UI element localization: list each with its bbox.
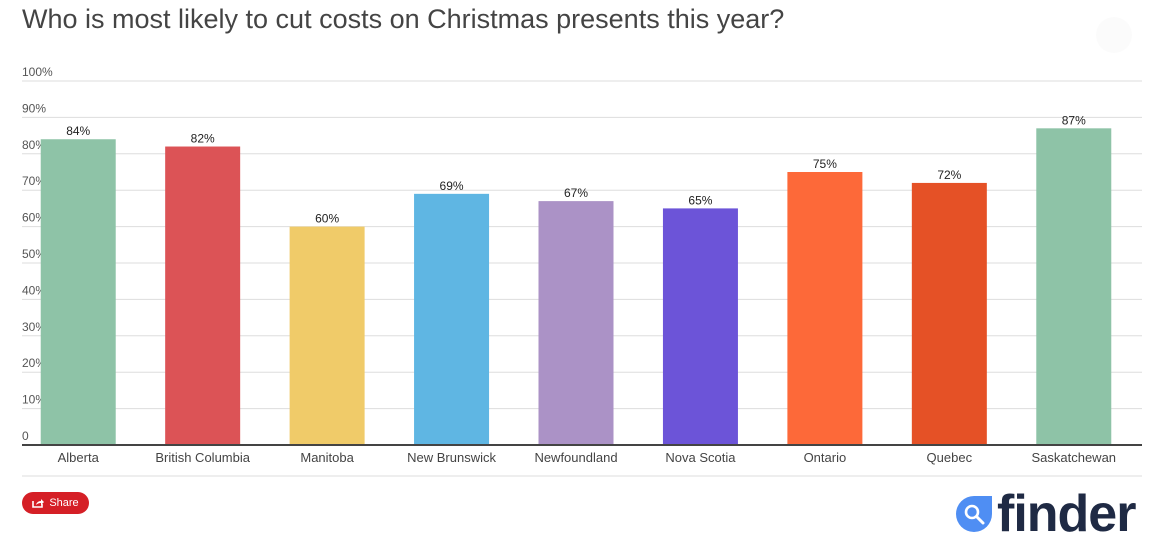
x-tick-label: Ontario: [804, 450, 847, 465]
y-tick-label: 20%: [22, 356, 46, 370]
y-tick-label: 70%: [22, 174, 46, 188]
data-label: 65%: [688, 193, 712, 207]
y-tick-label: 100%: [22, 65, 53, 79]
fullscreen-icon[interactable]: [1096, 17, 1132, 53]
y-tick-label: 10%: [22, 393, 46, 407]
data-label: 69%: [440, 179, 464, 193]
bar: [538, 201, 614, 445]
bar: [289, 226, 365, 445]
y-tick-label: 80%: [22, 138, 46, 152]
x-tick-label: Quebec: [927, 450, 973, 465]
x-tick-label: Nova Scotia: [665, 450, 736, 465]
bar-chart: 0 10% 20% 30% 40% 50% 60% 70% 80% 90% 100% 84% Alber…: [22, 65, 1142, 477]
y-tick-label: 90%: [22, 101, 46, 115]
bar: [40, 139, 116, 446]
data-label: 60%: [315, 212, 339, 226]
data-label: 82%: [191, 132, 215, 146]
share-icon: [32, 499, 45, 508]
finder-logo[interactable]: finder: [955, 485, 1136, 543]
data-label: 75%: [813, 157, 837, 171]
data-label: 87%: [1062, 113, 1086, 127]
y-tick-label: 60%: [22, 211, 46, 225]
y-tick-label: 30%: [22, 320, 46, 334]
data-label: 67%: [564, 186, 588, 200]
data-label: 84%: [66, 124, 90, 138]
bar: [662, 208, 738, 445]
share-label: Share: [49, 497, 79, 509]
y-tick-label: 50%: [22, 247, 46, 261]
y-tick-label: 40%: [22, 283, 46, 297]
bar: [165, 146, 241, 445]
x-tick-label: Newfoundland: [534, 450, 617, 465]
share-button[interactable]: Share: [22, 492, 89, 514]
x-tick-label: New Brunswick: [407, 450, 496, 465]
bar: [414, 193, 490, 445]
chart-title: Who is most likely to cut costs on Chris…: [22, 4, 785, 34]
search-magnifier-icon: [956, 496, 992, 532]
x-tick-label: Manitoba: [300, 450, 354, 465]
x-tick-label: Saskatchewan: [1031, 450, 1116, 465]
data-label: 72%: [937, 168, 961, 182]
bar: [1036, 128, 1112, 445]
bar: [787, 172, 863, 445]
logo-text: finder: [997, 485, 1136, 543]
y-tick-label: 0: [22, 429, 29, 443]
x-tick-label: Alberta: [58, 450, 100, 465]
bar: [911, 182, 987, 446]
x-tick-label: British Columbia: [155, 450, 250, 465]
